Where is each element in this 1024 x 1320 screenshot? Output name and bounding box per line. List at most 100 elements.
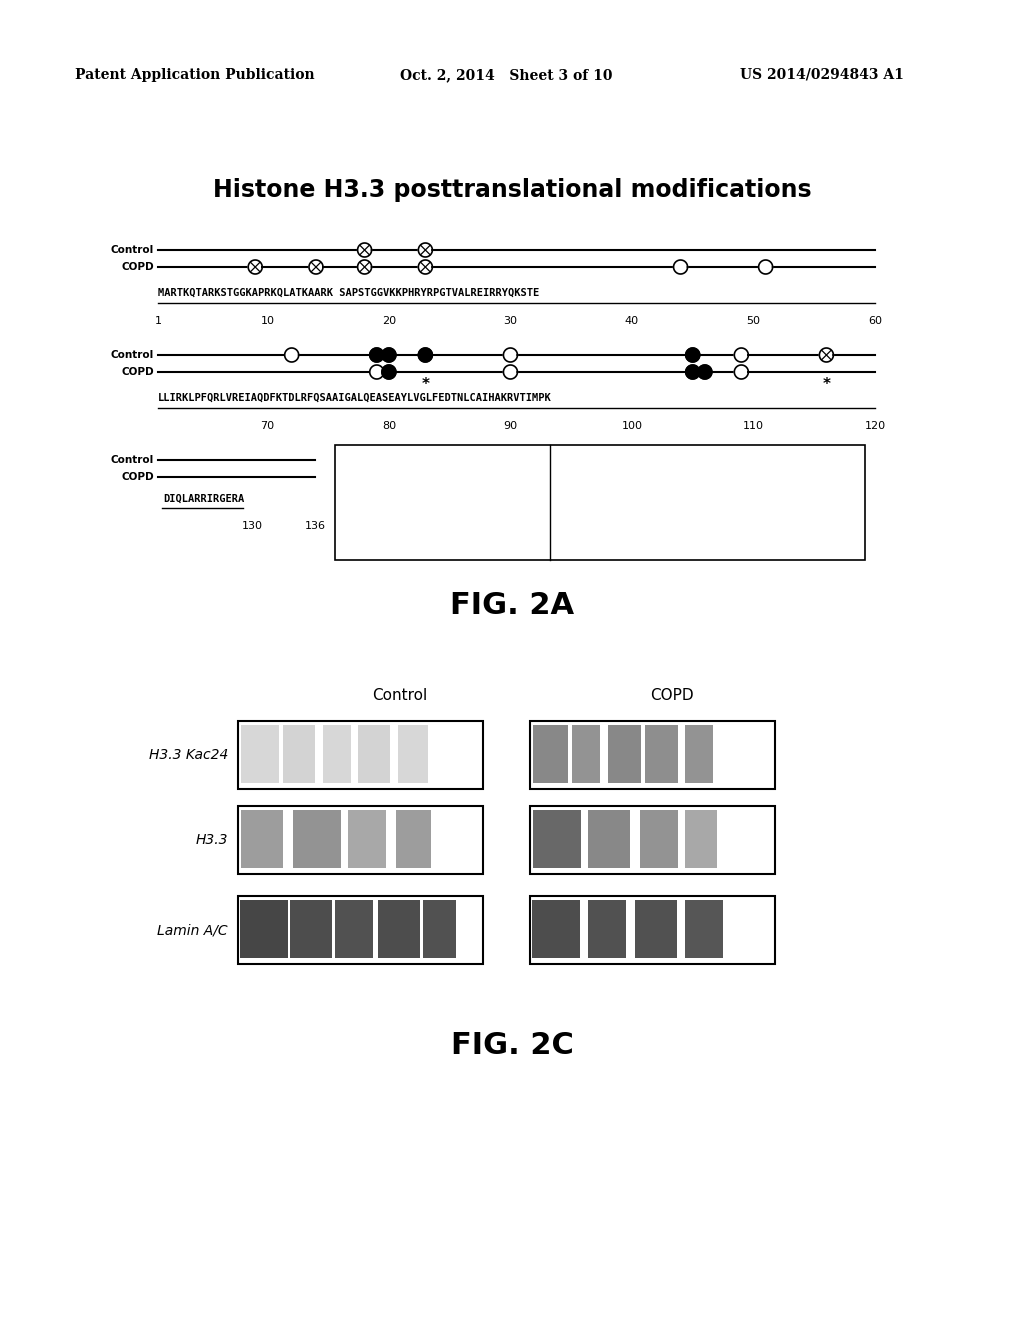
Polygon shape	[370, 366, 384, 379]
FancyBboxPatch shape	[572, 725, 600, 783]
Text: 130: 130	[242, 521, 263, 531]
FancyBboxPatch shape	[685, 900, 723, 958]
FancyBboxPatch shape	[640, 810, 678, 869]
Polygon shape	[504, 348, 517, 362]
Text: FIG. 2A: FIG. 2A	[450, 590, 574, 619]
FancyBboxPatch shape	[685, 725, 713, 783]
Text: Patent Application Publication: Patent Application Publication	[75, 69, 314, 82]
Text: DIQLARRIRGERA: DIQLARRIRGERA	[163, 494, 245, 504]
Text: H3.3 Kac24: H3.3 Kac24	[148, 748, 228, 762]
Text: H3.3: H3.3	[196, 833, 228, 847]
FancyBboxPatch shape	[588, 810, 630, 869]
Polygon shape	[819, 348, 834, 362]
Text: 30: 30	[504, 315, 517, 326]
Text: MARTKQTARKSTGGKAPRKQLATKAARK SAPSTGGVKKPHRYRPGTVALREIRRYQKSTE: MARTKQTARKSTGGKAPRKQLATKAARK SAPSTGGVKKP…	[158, 288, 540, 298]
Text: 10: 10	[260, 315, 274, 326]
Text: 60: 60	[868, 315, 882, 326]
Polygon shape	[343, 510, 355, 521]
Text: 100: 100	[622, 421, 642, 432]
Polygon shape	[343, 484, 355, 498]
Text: 110: 110	[743, 421, 764, 432]
FancyBboxPatch shape	[358, 725, 390, 783]
Text: COPD: COPD	[122, 367, 154, 378]
FancyBboxPatch shape	[530, 721, 775, 789]
Polygon shape	[419, 243, 432, 257]
FancyBboxPatch shape	[335, 445, 865, 560]
Polygon shape	[449, 461, 461, 473]
Polygon shape	[248, 260, 262, 275]
Polygon shape	[309, 260, 323, 275]
Text: GlyGly: GlyGly	[466, 486, 503, 496]
Polygon shape	[734, 348, 749, 362]
Text: Lamin A/C: Lamin A/C	[158, 923, 228, 937]
FancyBboxPatch shape	[290, 900, 332, 958]
Text: Control: Control	[111, 455, 154, 465]
FancyBboxPatch shape	[530, 807, 775, 874]
Text: COPD: COPD	[122, 261, 154, 272]
FancyBboxPatch shape	[238, 807, 483, 874]
FancyBboxPatch shape	[241, 810, 283, 869]
Polygon shape	[698, 366, 712, 379]
FancyBboxPatch shape	[335, 900, 373, 958]
Text: FIG. 2C: FIG. 2C	[451, 1031, 573, 1060]
Polygon shape	[419, 260, 432, 275]
FancyBboxPatch shape	[645, 725, 678, 783]
Text: 50: 50	[746, 315, 761, 326]
Text: Dimethyl: Dimethyl	[360, 486, 411, 496]
Text: Control: Control	[373, 688, 428, 702]
Text: K80 Acetyl, Methyl, Trimethyl: K80 Acetyl, Methyl, Trimethyl	[565, 484, 728, 495]
FancyBboxPatch shape	[423, 900, 456, 958]
Polygon shape	[504, 366, 517, 379]
Text: *: *	[421, 378, 429, 392]
Text: 1: 1	[155, 315, 162, 326]
FancyBboxPatch shape	[238, 721, 483, 789]
Text: 20: 20	[382, 315, 396, 326]
Polygon shape	[370, 348, 384, 362]
Text: LLIRKLPFQRLVREIAQDFKTDLRFQSAAIGALQEASEAYLVGLFEDTNLCAIHAKRVTIMPK: LLIRKLPFQRLVREIAQDFKTDLRFQSAAIGALQEASEAY…	[158, 393, 552, 403]
FancyBboxPatch shape	[398, 725, 428, 783]
Text: Acetyl: Acetyl	[360, 462, 394, 473]
FancyBboxPatch shape	[685, 810, 717, 869]
Text: * Alternate modifications in COPD: * Alternate modifications in COPD	[565, 459, 754, 470]
Text: Oct. 2, 2014   Sheet 3 of 10: Oct. 2, 2014 Sheet 3 of 10	[400, 69, 612, 82]
Polygon shape	[349, 510, 355, 521]
Polygon shape	[759, 260, 773, 275]
Polygon shape	[686, 366, 699, 379]
Text: US 2014/0294843 A1: US 2014/0294843 A1	[740, 69, 904, 82]
FancyBboxPatch shape	[240, 900, 288, 958]
FancyBboxPatch shape	[608, 725, 641, 783]
Text: 70: 70	[260, 421, 274, 432]
FancyBboxPatch shape	[378, 900, 420, 958]
Text: Deamidated: Deamidated	[360, 510, 429, 520]
Text: 40: 40	[625, 315, 639, 326]
Polygon shape	[357, 243, 372, 257]
Text: Control: Control	[111, 246, 154, 255]
Polygon shape	[382, 348, 396, 362]
FancyBboxPatch shape	[283, 725, 315, 783]
Text: 136: 136	[304, 521, 326, 531]
Polygon shape	[343, 461, 355, 473]
Text: 120: 120	[864, 421, 886, 432]
FancyBboxPatch shape	[323, 725, 351, 783]
FancyBboxPatch shape	[635, 900, 677, 958]
Text: K116 Methyl: K116 Methyl	[565, 508, 635, 517]
FancyBboxPatch shape	[534, 810, 581, 869]
Text: 80: 80	[382, 421, 396, 432]
Polygon shape	[382, 366, 396, 379]
Polygon shape	[686, 348, 699, 362]
FancyBboxPatch shape	[588, 900, 626, 958]
FancyBboxPatch shape	[238, 896, 483, 964]
Polygon shape	[734, 366, 749, 379]
Text: *: *	[822, 378, 830, 392]
Polygon shape	[449, 484, 461, 498]
FancyBboxPatch shape	[348, 810, 386, 869]
FancyBboxPatch shape	[293, 810, 341, 869]
FancyBboxPatch shape	[532, 900, 580, 958]
FancyBboxPatch shape	[396, 810, 431, 869]
Polygon shape	[285, 348, 299, 362]
FancyBboxPatch shape	[534, 725, 568, 783]
Text: COPD: COPD	[122, 473, 154, 482]
Polygon shape	[419, 348, 432, 362]
Text: Histone H3.3 posttranslational modifications: Histone H3.3 posttranslational modificat…	[213, 178, 811, 202]
FancyBboxPatch shape	[241, 725, 279, 783]
